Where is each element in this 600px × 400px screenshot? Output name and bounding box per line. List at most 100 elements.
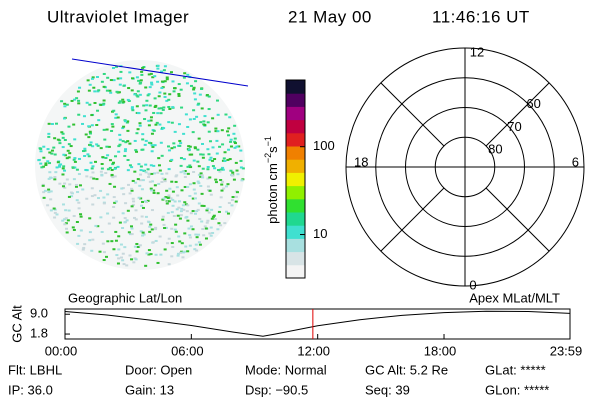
- speckle: [112, 67, 116, 70]
- speckle: [205, 94, 209, 97]
- speckle: [86, 79, 90, 82]
- speckle: [117, 145, 121, 148]
- speckle: [213, 167, 217, 170]
- speckle: [117, 150, 121, 153]
- speckle: [195, 249, 199, 252]
- speckle: [102, 128, 106, 131]
- speckle: [179, 251, 183, 254]
- speckle: [206, 148, 210, 151]
- speckle: [221, 159, 225, 162]
- speckle: [75, 97, 79, 100]
- speckle: [130, 89, 134, 92]
- speckle: [114, 113, 118, 116]
- speckle: [171, 245, 175, 248]
- speckle: [133, 245, 137, 248]
- speckle: [75, 168, 79, 171]
- speckle: [118, 133, 122, 136]
- speckle: [79, 229, 83, 232]
- speckle: [110, 169, 114, 172]
- speckle: [183, 172, 187, 175]
- speckle: [212, 214, 216, 217]
- speckle: [72, 178, 76, 181]
- speckle: [196, 180, 200, 183]
- speckle: [88, 83, 92, 86]
- speckle: [61, 146, 65, 149]
- speckle: [188, 236, 192, 239]
- speckle: [141, 234, 145, 237]
- speckle: [234, 161, 238, 164]
- speckle: [196, 148, 200, 151]
- speckle: [109, 91, 113, 94]
- speckle: [182, 158, 186, 161]
- speckle: [136, 90, 140, 93]
- speckle: [65, 178, 69, 181]
- speckle: [158, 91, 162, 94]
- speckle: [220, 189, 224, 192]
- speckle: [236, 173, 240, 176]
- speckle: [190, 153, 194, 156]
- speckle: [186, 250, 190, 253]
- speckle: [233, 146, 237, 149]
- speckle: [209, 156, 213, 159]
- speckle: [130, 225, 134, 228]
- speckle: [233, 142, 237, 145]
- status-field: IP: 36.0: [8, 382, 53, 397]
- speckle: [67, 195, 71, 198]
- speckle: [121, 98, 125, 101]
- status-field: Seq: 39: [365, 382, 410, 397]
- speckle: [49, 209, 53, 212]
- speckle: [140, 73, 144, 76]
- speckle: [76, 90, 80, 93]
- speckle: [146, 94, 150, 97]
- speckle: [140, 204, 144, 207]
- speckle: [42, 156, 46, 159]
- speckle: [116, 165, 120, 168]
- speckle: [189, 212, 193, 215]
- speckle: [46, 148, 50, 151]
- speckle: [226, 130, 230, 133]
- speckle: [174, 230, 178, 233]
- speckle: [186, 185, 190, 188]
- speckle: [78, 184, 82, 187]
- speckle: [228, 158, 232, 161]
- speckle: [112, 206, 116, 209]
- status-field: Gain: 13: [125, 382, 174, 397]
- speckle: [195, 210, 199, 213]
- speckle: [63, 105, 67, 108]
- speckle: [141, 138, 145, 141]
- speckle: [201, 176, 205, 179]
- speckle: [93, 102, 97, 105]
- speckle: [186, 172, 190, 175]
- speckle: [141, 179, 145, 182]
- speckle: [144, 215, 148, 218]
- speckle: [156, 112, 160, 115]
- speckle: [158, 123, 162, 126]
- speckle: [211, 165, 215, 168]
- y-tick-label: 1.8: [30, 325, 48, 340]
- speckle: [204, 237, 208, 240]
- speckle: [134, 181, 138, 184]
- speckle: [227, 127, 231, 130]
- speckle: [184, 113, 188, 116]
- speckle: [117, 257, 121, 260]
- speckle: [93, 160, 97, 163]
- speckle: [120, 187, 124, 190]
- speckle: [184, 245, 188, 248]
- colorbar-segment: [286, 80, 305, 94]
- speckle: [139, 173, 143, 176]
- speckle: [147, 249, 151, 252]
- speckle: [193, 197, 197, 200]
- speckle: [137, 79, 141, 82]
- speckle: [96, 90, 100, 93]
- colorbar-segment: [286, 238, 305, 253]
- speckle: [150, 189, 154, 192]
- speckle: [197, 165, 201, 168]
- speckle: [158, 235, 162, 238]
- speckle: [180, 250, 184, 253]
- y-tick-label: 9.0: [30, 306, 48, 321]
- speckle: [88, 231, 92, 234]
- speckle: [92, 177, 96, 180]
- y-axis-label: GC Alt: [9, 305, 24, 343]
- speckle: [106, 76, 110, 79]
- speckle: [160, 128, 164, 131]
